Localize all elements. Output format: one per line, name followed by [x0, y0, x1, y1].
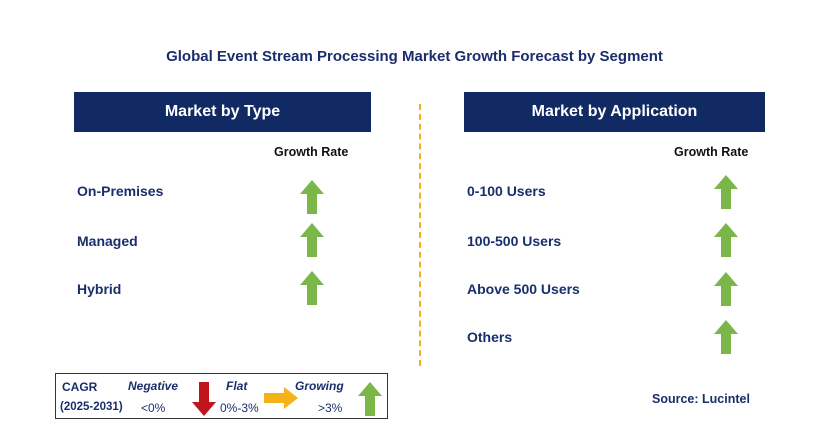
legend-growing-label: Growing: [295, 379, 344, 393]
legend-cagr-label: CAGR: [62, 380, 98, 394]
flat-arrow-icon: [264, 387, 298, 409]
growing-arrow-icon: [714, 223, 738, 257]
application-row-label: Above 500 Users: [467, 281, 580, 297]
type-row-label: Hybrid: [77, 281, 122, 297]
negative-arrow-icon: [192, 382, 216, 416]
growing-arrow-icon: [714, 272, 738, 306]
panel-divider: [419, 104, 421, 366]
legend-flat-range: 0%-3%: [220, 401, 259, 415]
legend-negative-label: Negative: [128, 379, 179, 393]
growing-arrow-icon: [714, 320, 738, 354]
source-note: Source: Lucintel: [652, 392, 750, 406]
legend-growing-range: >3%: [318, 401, 343, 415]
market-by-type-header-text: Market by Type: [164, 103, 281, 120]
right-growth-rate-label: Growth Rate: [674, 145, 749, 159]
market-by-application-header: Market by Application: [464, 92, 765, 132]
application-row-label: Others: [467, 329, 513, 345]
legend-period: (2025-2031): [60, 401, 123, 413]
chart-title: Global Event Stream Processing Market Gr…: [166, 48, 663, 65]
application-row-label: 0-100 Users: [467, 183, 546, 199]
market-by-application-header-text: Market by Application: [531, 103, 698, 120]
legend-negative-range: <0%: [141, 401, 166, 415]
type-row-label: On-Premises: [77, 183, 164, 199]
type-row-label: Managed: [77, 233, 138, 249]
left-growth-rate-label: Growth Rate: [274, 145, 349, 159]
cagr-legend: CAGR (2025-2031) Negative <0% Flat 0%-3%…: [55, 373, 388, 419]
legend-flat-label: Flat: [226, 379, 248, 393]
growing-arrow-icon: [300, 271, 324, 305]
growing-arrow-icon: [300, 223, 324, 257]
market-by-type-header: Market by Type: [74, 92, 371, 132]
growing-arrow-icon: [300, 180, 324, 214]
growing-arrow-icon: [358, 382, 382, 416]
application-row-label: 100-500 Users: [467, 233, 562, 249]
growing-arrow-icon: [714, 175, 738, 209]
